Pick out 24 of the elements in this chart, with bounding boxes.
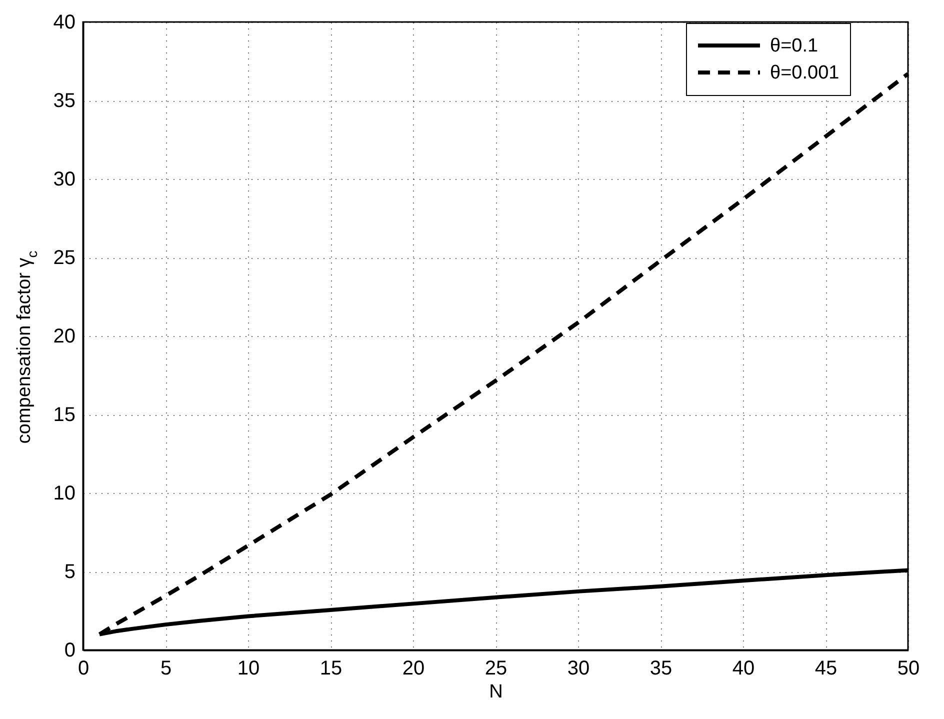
x-tick-label: 25: [484, 658, 508, 680]
x-tick-label: 15: [320, 658, 342, 680]
x-tick-label: 10: [237, 658, 260, 680]
legend-label: θ=0.1: [770, 36, 818, 56]
x-tick-label: 20: [402, 658, 425, 680]
x-tick-label: 35: [650, 658, 672, 680]
y-tick-label: 25: [53, 247, 76, 269]
x-tick-label: 0: [78, 658, 90, 680]
y-tick-label: 5: [64, 561, 76, 583]
y-tick-label: 20: [53, 326, 76, 348]
y-tick-label: 10: [53, 482, 76, 504]
x-tick-label: 5: [160, 658, 172, 680]
x-tick-label: 30: [567, 658, 590, 680]
y-tick-label: 15: [53, 404, 76, 426]
x-axis-title: N: [489, 682, 503, 702]
legend-label: θ=0.001: [770, 62, 840, 84]
x-tick-label: 50: [897, 658, 920, 680]
y-axis-title: compensation factor γc: [14, 250, 40, 444]
y-tick-label: 0: [64, 640, 76, 662]
y-tick-label: 30: [53, 168, 76, 190]
y-tick-label: 35: [53, 90, 76, 112]
x-tick-label: 40: [732, 658, 755, 680]
y-tick-label: 40: [53, 12, 76, 34]
x-tick-label: 45: [814, 658, 838, 680]
